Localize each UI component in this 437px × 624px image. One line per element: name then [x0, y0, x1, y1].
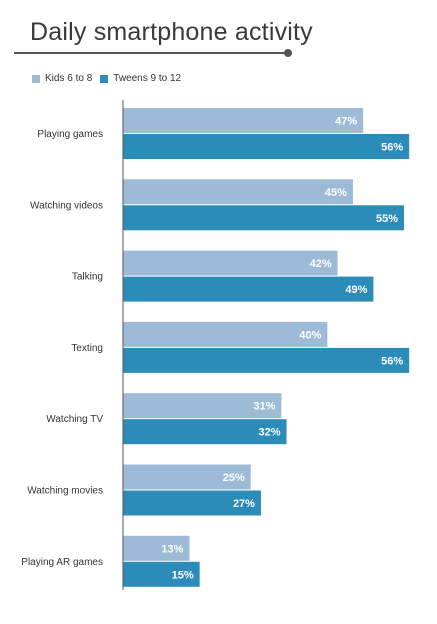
bar-kids-5 [123, 464, 251, 490]
data-label-kids-2: 42% [310, 258, 332, 270]
data-label-kids-1: 45% [325, 187, 347, 199]
data-label-kids-4: 31% [253, 401, 275, 413]
bar-kids-1 [123, 179, 353, 205]
data-label-kids-0: 47% [335, 116, 357, 128]
category-label-4: Watching TV [46, 414, 103, 425]
bar-kids-6 [123, 535, 190, 561]
category-label-5: Watching movies [27, 486, 103, 497]
data-label-tweens-2: 49% [345, 284, 367, 296]
category-label-6: Playing AR games [21, 557, 103, 568]
bar-tweens-1 [123, 205, 405, 231]
category-label-1: Watching videos [30, 200, 103, 211]
data-label-kids-6: 13% [161, 543, 183, 555]
data-label-tweens-0: 56% [381, 142, 403, 154]
legend-item-kids: Kids 6 to 8 [32, 73, 92, 84]
data-label-tweens-5: 27% [233, 498, 255, 510]
title-underline [14, 52, 288, 54]
bar-tweens-6 [123, 561, 200, 587]
bar-kids-4 [123, 393, 282, 419]
data-label-tweens-3: 56% [381, 355, 403, 367]
legend-swatch-kids [32, 74, 40, 83]
bar-tweens-5 [123, 490, 261, 516]
legend-label-tweens: Tweens 9 to 12 [113, 73, 182, 84]
bar-tweens-3 [123, 347, 410, 373]
legend: Kids 6 to 8 Tweens 9 to 12 [32, 73, 189, 84]
legend-swatch-tweens [100, 74, 109, 83]
legend-label-kids: Kids 6 to 8 [45, 73, 93, 84]
legend-item-tweens: Tweens 9 to 12 [100, 73, 181, 84]
data-label-kids-5: 25% [223, 472, 245, 484]
bar-tweens-4 [123, 419, 287, 445]
category-label-3: Texting [71, 343, 103, 354]
bar-tweens-2 [123, 276, 374, 302]
bar-kids-0 [123, 108, 364, 133]
data-label-tweens-1: 55% [376, 213, 398, 225]
title-underline-dot [284, 49, 292, 57]
bar-kids-3 [123, 321, 328, 347]
data-label-tweens-4: 32% [258, 427, 280, 439]
bar-tweens-0 [123, 134, 410, 159]
bar-kids-2 [123, 250, 338, 276]
category-label-2: Talking [72, 272, 103, 283]
data-label-kids-3: 40% [299, 329, 321, 341]
chart-title: Daily smartphone activity [30, 18, 313, 46]
category-label-0: Playing games [37, 129, 103, 140]
data-label-tweens-6: 15% [172, 569, 194, 581]
